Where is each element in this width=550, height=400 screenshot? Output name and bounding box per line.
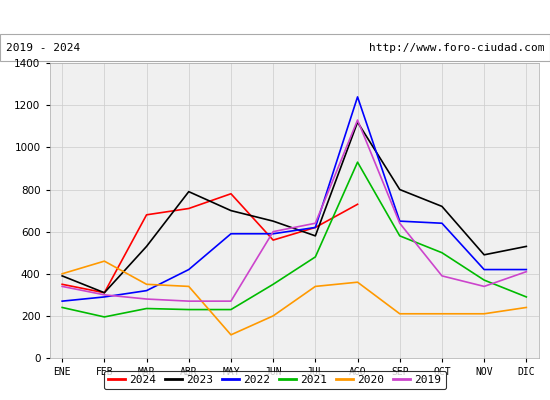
Text: http://www.foro-ciudad.com: http://www.foro-ciudad.com	[369, 43, 544, 53]
Legend: 2024, 2023, 2022, 2021, 2020, 2019: 2024, 2023, 2022, 2021, 2020, 2019	[104, 370, 446, 390]
Text: 2019 - 2024: 2019 - 2024	[6, 43, 80, 53]
Text: Evolucion Nº Turistas Extranjeros en el municipio de Archidona: Evolucion Nº Turistas Extranjeros en el …	[27, 10, 523, 24]
